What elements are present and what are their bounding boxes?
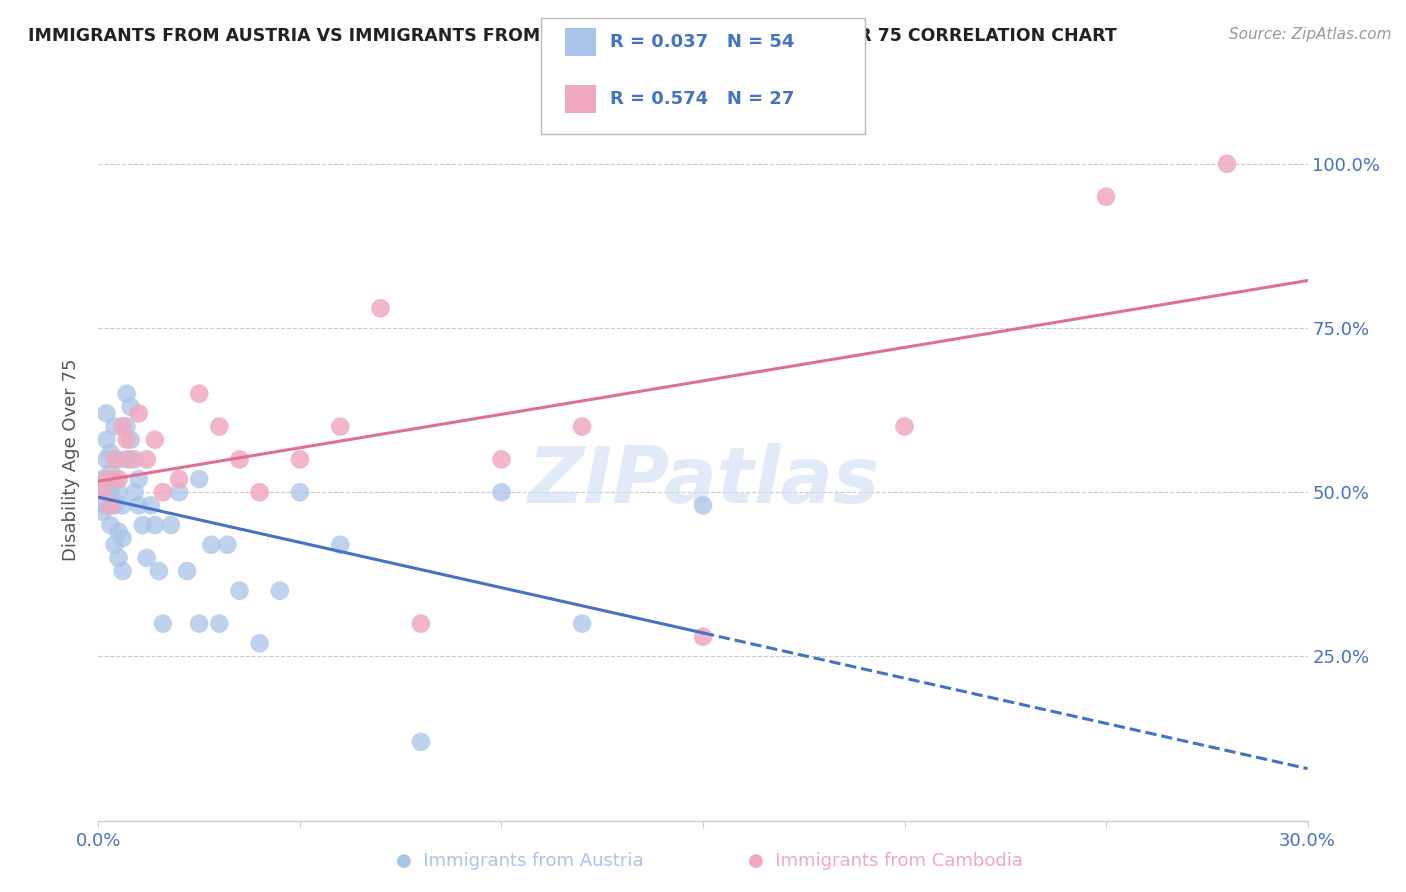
Point xyxy=(217,538,239,552)
Point xyxy=(91,505,114,519)
Point xyxy=(491,485,513,500)
Point xyxy=(103,499,125,513)
Text: ZIPatlas: ZIPatlas xyxy=(527,443,879,519)
Point xyxy=(571,616,593,631)
Point xyxy=(103,472,125,486)
Point xyxy=(96,406,118,420)
Point xyxy=(409,616,432,631)
Point xyxy=(96,472,118,486)
Point xyxy=(115,452,138,467)
Point xyxy=(135,452,157,467)
Point xyxy=(107,524,129,539)
Point xyxy=(249,636,271,650)
Point xyxy=(200,538,222,552)
Point xyxy=(100,499,122,513)
Point xyxy=(115,386,138,401)
Point xyxy=(1216,157,1239,171)
Point xyxy=(111,419,134,434)
Point xyxy=(571,419,593,434)
Text: ●  Immigrants from Cambodia: ● Immigrants from Cambodia xyxy=(748,852,1024,870)
Point xyxy=(409,735,432,749)
Point xyxy=(188,472,211,486)
Point xyxy=(91,485,114,500)
Point xyxy=(124,452,146,467)
Point xyxy=(288,485,311,500)
Point xyxy=(107,550,129,565)
Point xyxy=(120,433,142,447)
Point xyxy=(188,616,211,631)
Point xyxy=(208,419,231,434)
Point xyxy=(176,564,198,578)
Point xyxy=(91,485,114,500)
Point xyxy=(491,452,513,467)
Point xyxy=(115,419,138,434)
Point xyxy=(152,616,174,631)
Point xyxy=(111,531,134,545)
Point xyxy=(893,419,915,434)
Point xyxy=(132,518,155,533)
Point xyxy=(692,630,714,644)
Point xyxy=(148,564,170,578)
Point xyxy=(1095,189,1118,203)
Text: IMMIGRANTS FROM AUSTRIA VS IMMIGRANTS FROM CAMBODIA DISABILITY AGE OVER 75 CORRE: IMMIGRANTS FROM AUSTRIA VS IMMIGRANTS FR… xyxy=(28,27,1116,45)
Point xyxy=(124,485,146,500)
Point xyxy=(91,472,114,486)
Point xyxy=(139,499,162,513)
Point xyxy=(107,452,129,467)
Point xyxy=(107,472,129,486)
Point xyxy=(96,499,118,513)
Point xyxy=(100,466,122,480)
Point xyxy=(692,499,714,513)
Point xyxy=(370,301,392,316)
Point xyxy=(249,485,271,500)
Point xyxy=(228,583,250,598)
Point xyxy=(120,452,142,467)
Point xyxy=(103,419,125,434)
Point xyxy=(143,518,166,533)
Point xyxy=(128,499,150,513)
Point xyxy=(152,485,174,500)
Text: R = 0.037   N = 54: R = 0.037 N = 54 xyxy=(610,33,794,51)
Point xyxy=(96,433,118,447)
Point xyxy=(100,485,122,500)
Point xyxy=(111,564,134,578)
Point xyxy=(135,550,157,565)
Y-axis label: Disability Age Over 75: Disability Age Over 75 xyxy=(62,358,80,561)
Point xyxy=(103,452,125,467)
Point xyxy=(329,538,352,552)
Point xyxy=(100,518,122,533)
Point xyxy=(188,386,211,401)
Point xyxy=(103,538,125,552)
Text: ●  Immigrants from Austria: ● Immigrants from Austria xyxy=(396,852,644,870)
Point xyxy=(115,433,138,447)
Point xyxy=(329,419,352,434)
Text: R = 0.574   N = 27: R = 0.574 N = 27 xyxy=(610,90,794,108)
Point xyxy=(107,485,129,500)
Point xyxy=(120,400,142,414)
Point xyxy=(96,452,118,467)
Point xyxy=(228,452,250,467)
Point xyxy=(208,616,231,631)
Point xyxy=(100,446,122,460)
Point xyxy=(128,472,150,486)
Point xyxy=(288,452,311,467)
Text: Source: ZipAtlas.com: Source: ZipAtlas.com xyxy=(1229,27,1392,42)
Point xyxy=(269,583,291,598)
Point xyxy=(128,406,150,420)
Point xyxy=(143,433,166,447)
Point xyxy=(167,485,190,500)
Point xyxy=(167,472,190,486)
Point xyxy=(111,499,134,513)
Point xyxy=(160,518,183,533)
